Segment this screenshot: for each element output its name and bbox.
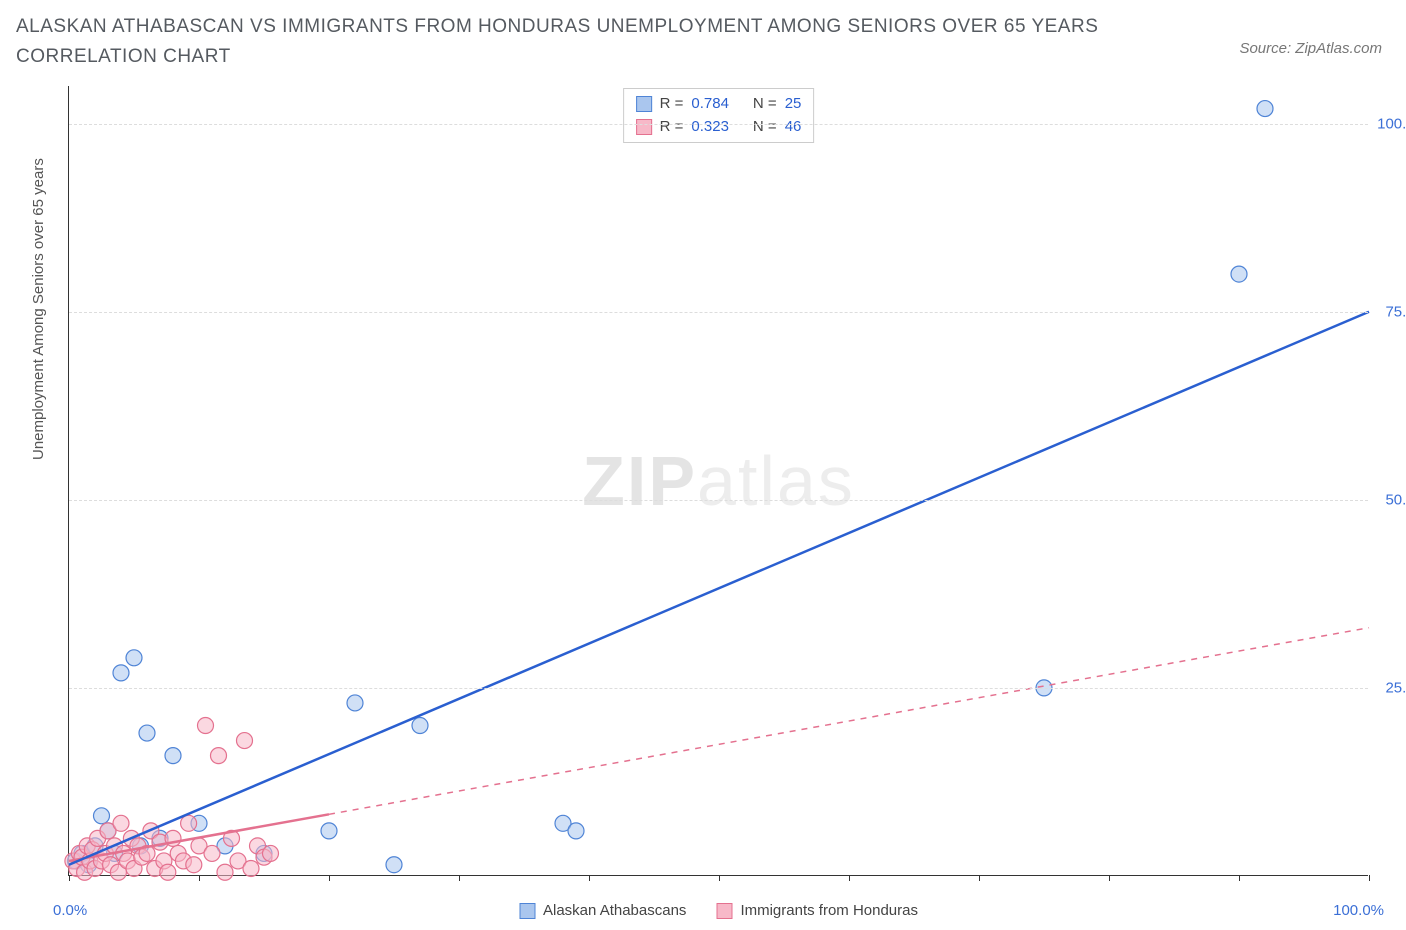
plot-area: ZIPatlas R = 0.784 N = 25 R = 0.323 N = …: [68, 86, 1368, 876]
x-tick: [459, 875, 460, 881]
gridline: [69, 124, 1368, 125]
x-tick: [1369, 875, 1370, 881]
legend-item-b: Immigrants from Honduras: [716, 902, 918, 919]
x-tick: [199, 875, 200, 881]
x-axis-max-label: 100.0%: [1333, 902, 1384, 919]
y-tick-label: 50.0%: [1385, 491, 1406, 508]
x-tick: [1239, 875, 1240, 881]
x-tick: [979, 875, 980, 881]
x-tick: [1109, 875, 1110, 881]
series-legend: Alaskan Athabascans Immigrants from Hond…: [519, 902, 918, 919]
gridline: [69, 688, 1368, 689]
x-tick: [719, 875, 720, 881]
x-tick: [69, 875, 70, 881]
legend-label-b: Immigrants from Honduras: [740, 902, 918, 919]
legend-label-a: Alaskan Athabascans: [543, 902, 686, 919]
gridline: [69, 312, 1368, 313]
y-tick-label: 75.0%: [1385, 303, 1406, 320]
gridline: [69, 500, 1368, 501]
x-tick: [589, 875, 590, 881]
x-tick: [849, 875, 850, 881]
x-tick: [329, 875, 330, 881]
chart-title: ALASKAN ATHABASCAN VS IMMIGRANTS FROM HO…: [16, 12, 1116, 73]
y-tick-label: 25.0%: [1385, 679, 1406, 696]
y-tick-label: 100.0%: [1377, 115, 1406, 132]
legend-item-a: Alaskan Athabascans: [519, 902, 686, 919]
swatch-icon: [716, 903, 732, 919]
swatch-icon: [519, 903, 535, 919]
y-axis-title: Unemployment Among Seniors over 65 years: [30, 158, 47, 460]
source-attribution: Source: ZipAtlas.com: [1239, 40, 1382, 57]
scatter-svg: [69, 86, 1368, 875]
x-axis-min-label: 0.0%: [53, 902, 87, 919]
